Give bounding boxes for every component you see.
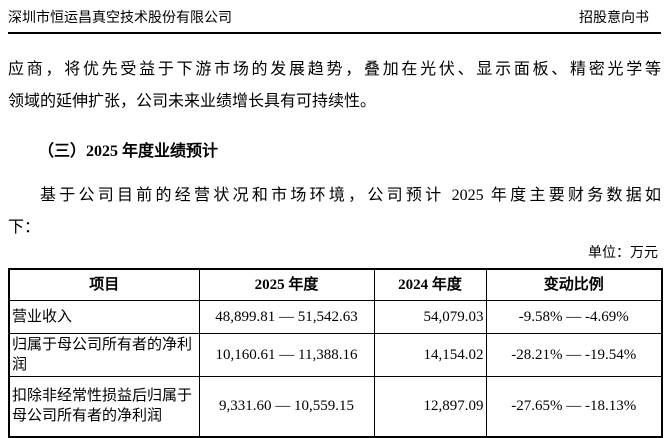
paragraph-intro: 基于公司目前的经营状况和市场环境，公司预计 2025 年度主要财务数据如 下： — [8, 180, 661, 244]
cell-2024-value: 12,897.09 — [373, 375, 487, 438]
financial-forecast-table: 项目 2025 年度 2024 年度 变动比例 营业收入 48,899.81 —… — [8, 268, 663, 438]
cell-item-revenue: 营业收入 — [8, 299, 200, 334]
unit-label: 单位：万元 — [588, 246, 658, 261]
table-header-row: 项目 2025 年度 2024 年度 变动比例 — [8, 268, 663, 301]
cell-item-net-profit: 归属于母公司所有者的净利润 — [8, 332, 200, 377]
cell-2025-range: 10,160.61 — 11,388.16 — [198, 332, 375, 377]
cell-2025-range: 48,899.81 — 51,542.63 — [198, 299, 375, 334]
cell-item-deducted-net-profit: 扣除非经常性损益后归属于母公司所有者的净利润 — [8, 375, 200, 438]
cell-2024-value: 54,079.03 — [373, 299, 487, 334]
cell-2024-value: 14,154.02 — [373, 332, 487, 377]
col-header-2024: 2024 年度 — [373, 268, 487, 301]
paragraph-line: 下： — [8, 219, 41, 236]
header-doc-type: 招股意向书 — [579, 11, 649, 26]
cell-2025-range: 9,331.60 — 10,559.15 — [198, 375, 375, 438]
col-header-2025: 2025 年度 — [198, 268, 375, 301]
paragraph-line: 领域的延伸扩张，公司未来业绩增长具有可持续性。 — [8, 93, 377, 110]
table-row: 扣除非经常性损益后归属于母公司所有者的净利润 9,331.60 — 10,559… — [8, 375, 663, 438]
paragraph-continuation: 应商，将优先受益于下游市场的发展趋势，叠加在光伏、显示面板、精密光学等 领域的延… — [8, 54, 661, 118]
table-row: 营业收入 48,899.81 — 51,542.63 54,079.03 -9.… — [8, 299, 663, 334]
col-header-item: 项目 — [8, 268, 200, 301]
paragraph-line: 基于公司目前的经营状况和市场环境，公司预计 2025 年度主要财务数据如 — [40, 187, 661, 204]
page-header: 深圳市恒运昌真空技术股份有限公司 招股意向书 — [8, 8, 661, 34]
header-company-name: 深圳市恒运昌真空技术股份有限公司 — [8, 11, 232, 26]
cell-change-range: -28.21% — -19.54% — [485, 332, 663, 377]
paragraph-line: 应商，将优先受益于下游市场的发展趋势，叠加在光伏、显示面板、精密光学等 — [8, 61, 661, 78]
section-heading: （三）2025 年度业绩预计 — [38, 143, 219, 160]
cell-change-range: -9.58% — -4.69% — [485, 299, 663, 334]
cell-change-range: -27.65% — -18.13% — [485, 375, 663, 438]
table-row: 归属于母公司所有者的净利润 10,160.61 — 11,388.16 14,1… — [8, 332, 663, 377]
col-header-change: 变动比例 — [485, 268, 663, 301]
